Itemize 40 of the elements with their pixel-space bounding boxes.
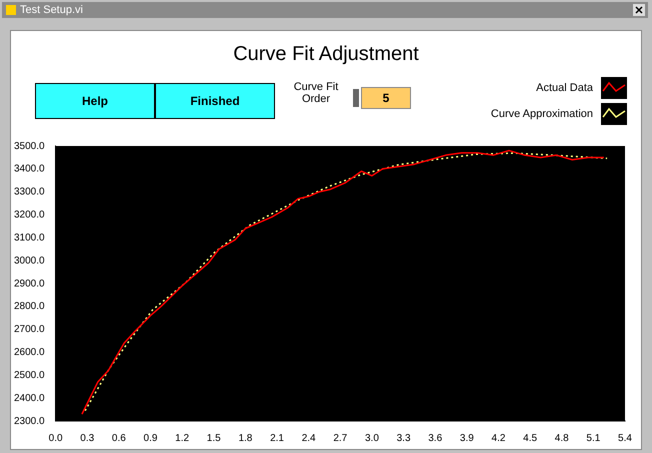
- y-tick-label: 2400.0: [14, 392, 46, 404]
- x-tick-label: 1.5: [206, 432, 222, 444]
- x-tick-label: 0.3: [80, 432, 95, 444]
- text: 5: [361, 87, 411, 109]
- x-tick-label: 1.2: [175, 432, 190, 444]
- y-tick-label: 3400.0: [14, 164, 46, 175]
- y-tick-label: 2500.0: [14, 370, 46, 381]
- x-tick-label: 0.9: [144, 432, 158, 444]
- x-tick-label: 3.6: [428, 432, 443, 444]
- x-tick-label: 2.1: [270, 432, 284, 444]
- x-tick-label: 4.2: [492, 432, 506, 444]
- legend-label: Actual Data: [536, 82, 593, 94]
- x-tick-label: 3.0: [364, 432, 380, 444]
- y-tick-label: 3500.0: [14, 140, 46, 152]
- chart-title: Curve Fit Adjustment: [232, 43, 420, 66]
- legend-label: Curve Approximation: [490, 108, 593, 120]
- y-tick-label: 2900.0: [14, 278, 46, 290]
- x-tick-label: 0.6: [112, 432, 126, 444]
- x-tick-label: 0.0: [48, 432, 63, 444]
- y-tick-label: 2300.0: [14, 416, 46, 427]
- text: Help: [35, 83, 155, 119]
- x-tick-label: 5.1: [586, 432, 601, 444]
- x-tick-label: 5.4: [618, 432, 632, 444]
- y-tick-label: 3200.0: [14, 210, 46, 220]
- x-tick-label: 1.8: [238, 432, 253, 444]
- x-tick-label: 2.7: [333, 432, 348, 444]
- x-tick-label: 4.5: [523, 432, 538, 444]
- y-tick-label: 3000.0: [14, 255, 46, 266]
- text: Test Setup.vi: [20, 4, 83, 16]
- y-tick-label: 3100.0: [14, 232, 46, 244]
- y-tick-label: 2700.0: [14, 324, 46, 336]
- y-tick-label: 3300.0: [14, 186, 46, 198]
- y-tick-label: 2600.0: [14, 347, 46, 358]
- x-tick-label: 4.8: [554, 432, 570, 444]
- y-tick-label: 2800.0: [14, 301, 46, 312]
- text: Finished: [155, 83, 275, 119]
- x-tick-label: 2.4: [302, 432, 316, 444]
- x-tick-label: 3.3: [396, 432, 411, 444]
- x-tick-label: 3.9: [460, 432, 474, 444]
- text: Curve Fit Order: [292, 81, 340, 105]
